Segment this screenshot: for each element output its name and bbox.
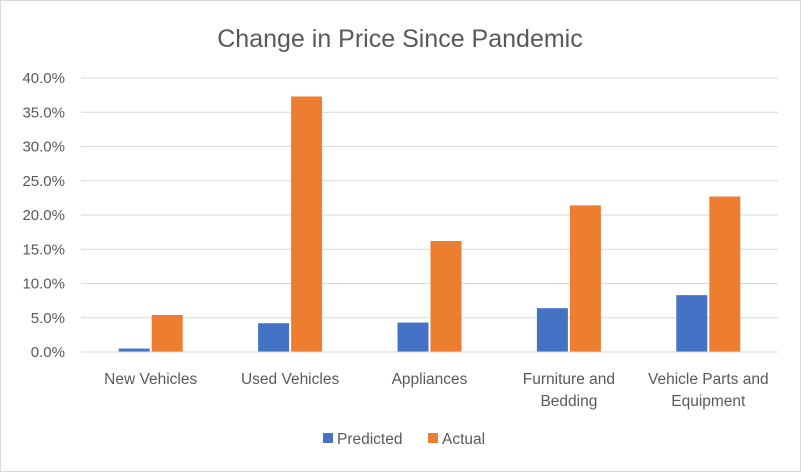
y-tick-label: 35.0% <box>22 104 65 121</box>
x-category-label: Bedding <box>540 393 597 410</box>
y-axis-tick-labels: 0.0% 5.0% 10.0% 15.0% 20.0% 25.0% 30.0% 35.0% 40… <box>22 70 65 361</box>
bar-predicted-5 <box>676 295 708 352</box>
bar-actual-4 <box>569 205 601 352</box>
bar-predicted-4 <box>536 308 568 352</box>
x-category-label: Equipment <box>671 393 746 410</box>
y-tick-label: 15.0% <box>22 241 65 258</box>
x-category-label: Appliances <box>392 371 468 388</box>
bar-predicted-2 <box>258 323 290 352</box>
legend-label-actual: Actual <box>442 431 485 448</box>
y-tick-label: 25.0% <box>22 173 65 190</box>
gridlines <box>81 77 778 319</box>
bar-actual-3 <box>430 241 462 352</box>
x-category-label: New Vehicles <box>104 371 197 388</box>
legend-label-predicted: Predicted <box>337 431 402 448</box>
y-tick-label: 30.0% <box>22 139 65 156</box>
y-tick-label: 5.0% <box>31 310 65 327</box>
chart-title: Change in Price Since Pandemic <box>217 25 582 53</box>
bars <box>118 96 741 353</box>
x-category-label: Used Vehicles <box>241 371 339 388</box>
bar-actual-1 <box>151 315 183 352</box>
bar-actual-5 <box>709 196 741 352</box>
x-category-label: Vehicle Parts and <box>648 371 769 388</box>
bar-predicted-1 <box>118 348 150 352</box>
x-category-label: Furniture and <box>523 371 615 388</box>
y-tick-label: 40.0% <box>22 70 65 87</box>
y-tick-label: 10.0% <box>22 276 65 293</box>
y-tick-label: 20.0% <box>22 207 65 224</box>
legend-swatch-actual <box>428 433 438 443</box>
legend: Predicted Actual <box>323 431 485 448</box>
x-axis-category-labels: New Vehicles Used Vehicles Appliances Furni… <box>104 371 768 410</box>
legend-swatch-predicted <box>323 433 333 443</box>
bar-actual-2 <box>291 96 323 353</box>
bar-predicted-3 <box>397 322 429 352</box>
y-tick-label: 0.0% <box>31 344 65 361</box>
